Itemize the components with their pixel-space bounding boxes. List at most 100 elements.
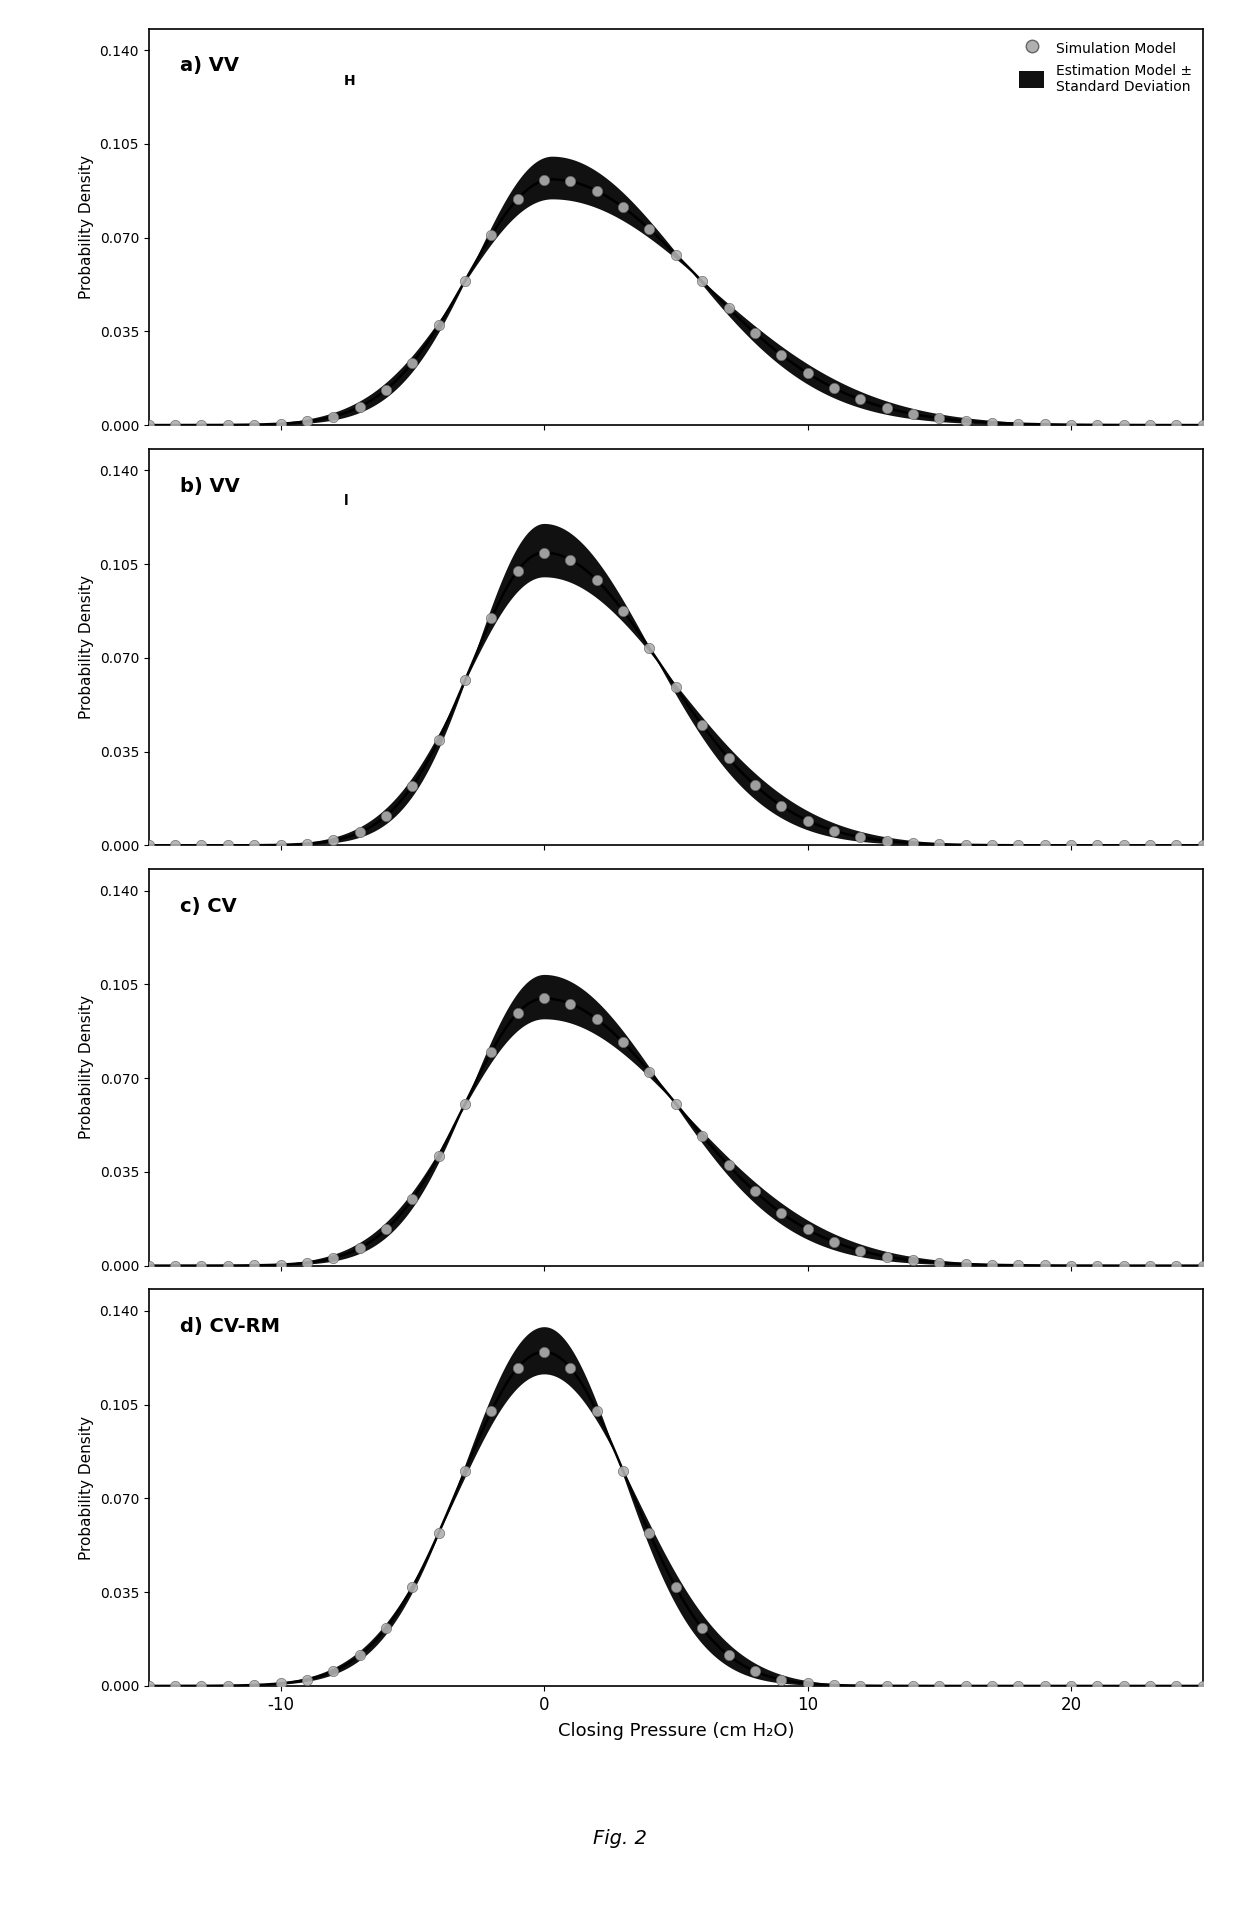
- Point: [587, 1396, 606, 1427]
- Point: [1114, 1250, 1133, 1280]
- Point: [165, 1250, 185, 1280]
- Point: [191, 1250, 211, 1280]
- Point: [903, 398, 923, 429]
- Point: [560, 545, 580, 575]
- Point: [587, 175, 606, 206]
- Point: [1034, 1250, 1054, 1280]
- Point: [481, 1036, 501, 1067]
- Point: [877, 825, 897, 855]
- Point: [745, 1655, 765, 1686]
- Point: [324, 402, 343, 432]
- Point: [877, 1671, 897, 1701]
- Point: [455, 1088, 475, 1118]
- Point: [1140, 1671, 1159, 1701]
- Point: [851, 821, 870, 852]
- Point: [877, 1242, 897, 1273]
- Point: [1087, 831, 1107, 861]
- Point: [139, 410, 159, 440]
- Point: [191, 831, 211, 861]
- Point: [244, 1671, 264, 1701]
- Point: [1140, 831, 1159, 861]
- Point: [376, 1213, 396, 1244]
- Point: [1034, 410, 1054, 440]
- Point: [851, 1236, 870, 1267]
- Point: [771, 339, 791, 370]
- Point: [139, 831, 159, 861]
- Point: [1008, 1250, 1028, 1280]
- Point: [1114, 831, 1133, 861]
- Point: [1034, 831, 1054, 861]
- Point: [534, 537, 554, 568]
- Point: [797, 358, 817, 389]
- Point: [270, 408, 290, 438]
- Point: [191, 1671, 211, 1701]
- Point: [296, 406, 316, 436]
- Point: [507, 183, 527, 213]
- Point: [1193, 1250, 1213, 1280]
- Point: [587, 566, 606, 596]
- Point: [376, 375, 396, 406]
- Point: [350, 817, 370, 848]
- Point: [324, 1655, 343, 1686]
- Point: [429, 311, 449, 341]
- Point: [1167, 1671, 1187, 1701]
- Point: [139, 1671, 159, 1701]
- Y-axis label: Probability Density: Probability Density: [79, 575, 94, 718]
- Point: [877, 392, 897, 423]
- Point: [560, 166, 580, 196]
- Point: [903, 1671, 923, 1701]
- Point: [823, 1671, 843, 1701]
- Point: [745, 770, 765, 800]
- Point: [797, 1669, 817, 1699]
- Point: [982, 1671, 1002, 1701]
- Point: [640, 632, 660, 663]
- Point: [692, 267, 712, 297]
- Point: [165, 1671, 185, 1701]
- Point: [165, 410, 185, 440]
- Point: [771, 791, 791, 821]
- Point: [1061, 1250, 1081, 1280]
- Point: [851, 385, 870, 415]
- Point: [376, 800, 396, 831]
- Point: [218, 1250, 238, 1280]
- Point: [1087, 1250, 1107, 1280]
- Point: [534, 166, 554, 196]
- Point: [455, 665, 475, 695]
- Point: [534, 983, 554, 1013]
- Point: [534, 1337, 554, 1368]
- Point: [296, 1248, 316, 1278]
- Point: [719, 1640, 739, 1671]
- Point: [139, 1250, 159, 1280]
- Point: [613, 596, 632, 627]
- Point: [956, 1250, 976, 1280]
- Text: c) CV: c) CV: [181, 897, 237, 916]
- Text: a) VV: a) VV: [181, 57, 239, 76]
- Point: [666, 672, 686, 703]
- Point: [692, 1120, 712, 1151]
- Point: [982, 408, 1002, 438]
- Point: [350, 1640, 370, 1671]
- Point: [797, 806, 817, 836]
- Point: [560, 989, 580, 1019]
- Point: [982, 1250, 1002, 1280]
- Point: [191, 410, 211, 440]
- Point: [823, 373, 843, 404]
- Point: [640, 213, 660, 244]
- Point: [982, 831, 1002, 861]
- Point: [1193, 410, 1213, 440]
- Point: [324, 1242, 343, 1273]
- Point: [1034, 1671, 1054, 1701]
- Point: [429, 1141, 449, 1172]
- Point: [930, 1248, 950, 1278]
- Point: [613, 1027, 632, 1057]
- Legend: Simulation Model, Estimation Model ±
Standard Deviation: Simulation Model, Estimation Model ± Sta…: [1016, 36, 1195, 97]
- Point: [823, 1227, 843, 1257]
- Point: [402, 1572, 422, 1602]
- Point: [324, 825, 343, 855]
- Point: [666, 240, 686, 271]
- Point: [797, 1213, 817, 1244]
- Point: [402, 347, 422, 377]
- Y-axis label: Probability Density: Probability Density: [79, 154, 94, 299]
- Point: [218, 410, 238, 440]
- Point: [296, 829, 316, 859]
